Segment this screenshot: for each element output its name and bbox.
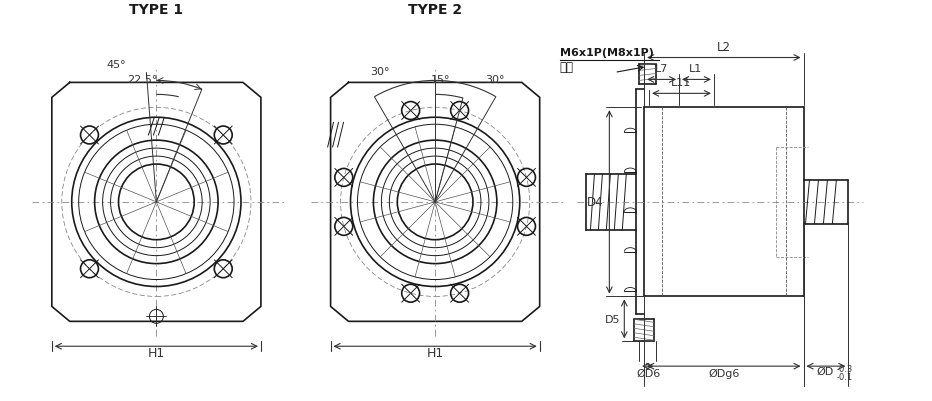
- Text: ØD6: ØD6: [636, 368, 661, 378]
- Text: 30°: 30°: [371, 67, 391, 77]
- Text: 22.5°: 22.5°: [128, 75, 158, 85]
- Text: L2: L2: [717, 41, 731, 53]
- Text: ØDg6: ØDg6: [708, 368, 740, 378]
- Text: 油孔: 油孔: [559, 61, 573, 74]
- Text: D4: D4: [587, 196, 604, 209]
- Text: L1: L1: [690, 64, 703, 74]
- Text: 15°: 15°: [431, 75, 450, 85]
- Text: H1: H1: [427, 346, 444, 359]
- Text: D5: D5: [605, 314, 620, 324]
- Text: TYPE 2: TYPE 2: [408, 3, 462, 17]
- Text: TYPE 1: TYPE 1: [130, 3, 184, 17]
- Text: -0.3: -0.3: [836, 364, 853, 373]
- Text: M6x1P(M8x1P): M6x1P(M8x1P): [559, 47, 653, 57]
- Text: L11: L11: [671, 78, 692, 88]
- Text: H1: H1: [148, 346, 165, 359]
- Text: 30°: 30°: [486, 75, 504, 85]
- Text: ØD: ØD: [816, 366, 834, 376]
- Text: -0.1: -0.1: [836, 372, 853, 381]
- Text: L7: L7: [654, 64, 668, 74]
- Text: 45°: 45°: [107, 60, 127, 70]
